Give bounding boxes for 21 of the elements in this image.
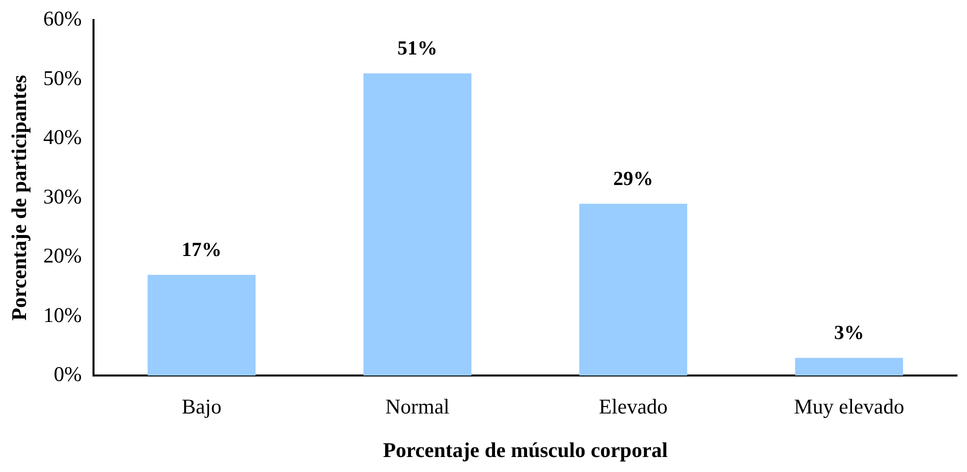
data-label: 29% xyxy=(613,168,654,190)
y-tick-label: 40% xyxy=(43,125,82,150)
x-axis-title: Porcentaje de músculo corporal xyxy=(382,438,668,462)
x-tick-label: Muy elevado xyxy=(794,394,904,419)
y-tick-label: 60% xyxy=(43,6,82,31)
data-label: 3% xyxy=(834,322,864,344)
bar xyxy=(363,73,472,376)
bar xyxy=(795,358,904,376)
bar xyxy=(148,274,256,376)
y-tick-label: 10% xyxy=(43,302,82,327)
data-label: 17% xyxy=(182,239,222,262)
x-tick-label: Bajo xyxy=(182,394,222,419)
y-tick-label: 20% xyxy=(43,244,82,268)
bar xyxy=(579,204,688,376)
x-tick-label: Normal xyxy=(385,394,450,419)
y-tick-label: 30% xyxy=(43,184,82,208)
y-axis-title: Porcentaje de participantes xyxy=(7,74,32,321)
x-tick-label: Elevado xyxy=(598,394,668,419)
y-tick-label: 0% xyxy=(54,362,82,386)
data-label: 51% xyxy=(397,38,438,60)
y-tick-label: 50% xyxy=(43,66,82,90)
